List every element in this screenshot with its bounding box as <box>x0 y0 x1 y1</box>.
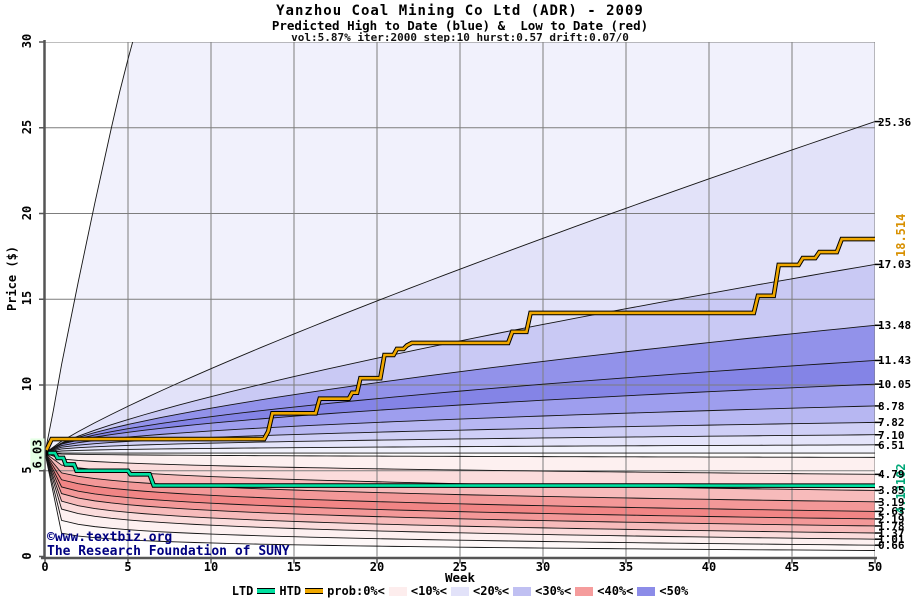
x-tick-label: 50 <box>867 560 883 574</box>
right-axis-value-label: 3.19 <box>878 495 905 509</box>
watermark: ©www.textbiz.org The Research Foundation … <box>47 531 290 559</box>
right-axis-value-label: 10.05 <box>878 378 912 392</box>
prob-band-swatch-40 <box>575 586 594 596</box>
watermark-org: The Research Foundation of SUNY <box>47 544 290 559</box>
htd-line-swatch <box>305 588 324 594</box>
y-tick-label: 15 <box>20 291 34 306</box>
boundary-curve <box>45 121 875 454</box>
right-axis-value-label: 25.36 <box>878 115 912 129</box>
x-tick-label: 5 <box>124 560 132 574</box>
probability-band-fill <box>45 453 875 534</box>
boundary-curve <box>45 452 875 512</box>
x-tick-label: 10 <box>203 560 219 574</box>
y-tick-label: 20 <box>20 205 34 220</box>
right-axis-value-label: 7.82 <box>878 416 905 430</box>
ltd-line-swatch <box>257 588 276 594</box>
x-tick-label: 40 <box>701 560 717 574</box>
x-tick-label: 20 <box>369 560 385 574</box>
htd-line <box>45 237 875 454</box>
right-axis-value-label: 7.10 <box>878 428 905 442</box>
legend-prob-label: prob:0%< <box>327 584 385 598</box>
boundary-curve <box>45 452 875 534</box>
legend-30pct-label: <30%< <box>535 584 572 598</box>
boundary-curve <box>45 452 875 551</box>
boundary-curve <box>45 383 875 454</box>
legend-40pct-label: <40%< <box>597 584 634 598</box>
boundary-curve <box>45 452 875 546</box>
y-tick-label: 30 <box>20 33 34 49</box>
right-axis-value-label: 1.78 <box>878 519 905 533</box>
prob-band-swatch-10 <box>388 586 407 596</box>
boundary-curve <box>45 444 875 454</box>
right-axis-value-label: 6.51 <box>878 438 905 452</box>
prob-band-swatch-20 <box>451 586 469 596</box>
x-tick-label: 0 <box>41 560 49 574</box>
boundary-curve <box>45 434 875 454</box>
right-axis-value-label: 3.85 <box>878 484 905 498</box>
legend-10pct-label: <10%< <box>410 584 447 598</box>
htd-final-value-label: 18.514 <box>894 213 908 258</box>
y-tick-label: 5 <box>20 466 34 474</box>
right-axis-value-label: 1.01 <box>878 533 905 547</box>
simulation-params: vol:5.87% iter:2000 step:10 hurst:0.57 d… <box>291 31 629 44</box>
right-axis-value-label: 2.63 <box>878 505 905 519</box>
right-axis-value-label: 4.79 <box>878 468 905 482</box>
y-axis-label: Price ($) <box>5 245 19 311</box>
right-axis-value-label: 11.43 <box>878 354 912 368</box>
y-tick-label: 25 <box>20 119 34 134</box>
probability-band-fill <box>45 453 875 519</box>
boundary-curve <box>45 452 875 458</box>
x-tick-label: 30 <box>535 560 551 574</box>
right-axis-value-label: 1.37 <box>878 527 905 540</box>
x-tick-label: 45 <box>784 560 800 574</box>
watermark-site: ©www.textbiz.org <box>47 530 173 545</box>
legend-htd-label: HTD <box>279 584 302 598</box>
prob-band-swatch-30 <box>513 586 532 596</box>
right-axis-value-label: 8.78 <box>878 399 905 413</box>
right-axis-value-label: 2.19 <box>878 512 905 526</box>
boundary-curve <box>45 452 875 520</box>
legend: LTD HTD prob:0%< <10%< <20%< <30%< <40%<… <box>0 584 920 598</box>
x-tick-label: 35 <box>618 560 634 574</box>
right-axis-value-label: 0.66 <box>878 539 905 553</box>
probability-band-fill <box>45 453 875 502</box>
probability-band-fill <box>45 360 875 454</box>
legend-20pct-label: <20%< <box>473 584 510 598</box>
probability-band-fill <box>45 453 875 512</box>
boundary-curve <box>45 324 875 454</box>
boundary-curve <box>45 452 875 475</box>
right-axis-value-label: 13.48 <box>878 319 912 333</box>
boundary-curve <box>45 360 875 454</box>
plot-area-group <box>45 42 875 557</box>
x-axis-label: Week <box>444 570 476 585</box>
boundary-curve <box>45 452 875 527</box>
x-tick-label: 25 <box>452 560 468 574</box>
start-price-point <box>45 449 49 457</box>
y-tick-label: 10 <box>20 376 34 392</box>
boundary-curve <box>45 42 134 454</box>
prob-band-swatch-50 <box>637 586 656 596</box>
x-tick-label: 15 <box>286 560 302 574</box>
right-axis-value-label: 17.03 <box>878 258 912 272</box>
ltd-line <box>45 451 875 487</box>
boundary-curve <box>45 452 875 540</box>
boundary-curve <box>45 405 875 454</box>
chart-subtitle: Predicted High to Date (blue) & Low to D… <box>271 18 649 33</box>
legend-50pct-label: <50% <box>659 584 689 598</box>
page-title: Yanzhou Coal Mining Co Ltd (ADR) - 2009 <box>276 3 644 19</box>
probability-band-fill <box>45 453 875 526</box>
legend-ltd-label: LTD <box>231 584 254 598</box>
